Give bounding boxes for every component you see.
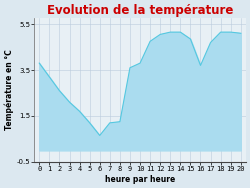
Y-axis label: Température en °C: Température en °C — [4, 50, 14, 130]
X-axis label: heure par heure: heure par heure — [105, 175, 175, 184]
Title: Evolution de la température: Evolution de la température — [47, 4, 233, 17]
